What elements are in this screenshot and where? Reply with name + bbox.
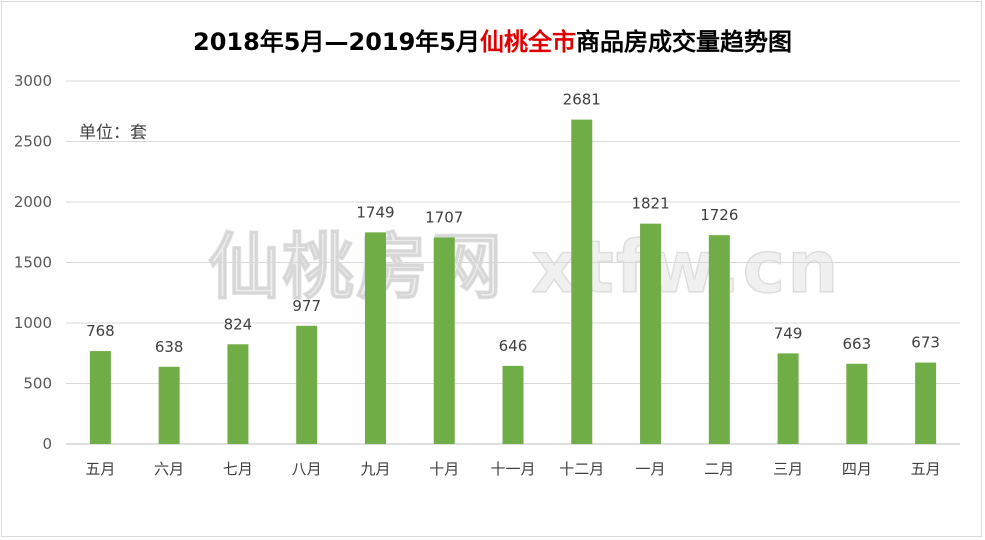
y-tick-label: 1500	[14, 254, 52, 272]
x-tick-label: 四月	[842, 460, 872, 478]
data-label: 768	[86, 322, 115, 340]
data-label: 1821	[631, 195, 669, 213]
data-label: 2681	[563, 91, 601, 109]
bar	[640, 223, 662, 444]
bar	[364, 232, 386, 444]
y-tick-label: 1000	[14, 314, 52, 332]
x-tick-label: 八月	[292, 460, 322, 478]
bar	[89, 351, 111, 444]
x-tick-label: 七月	[223, 460, 253, 478]
x-tick-label: 二月	[704, 460, 734, 478]
x-tick-label: 一月	[636, 460, 666, 478]
bar	[915, 362, 937, 444]
title-subject: 商品房成交量趋势图	[576, 28, 792, 56]
unit-label: 单位：套	[79, 123, 147, 143]
bar	[571, 119, 593, 444]
x-tick-label: 十一月	[490, 460, 535, 478]
chart-title: 2018年5月—2019年5月仙桃全市商品房成交量趋势图	[0, 22, 985, 57]
y-tick-label: 0	[42, 435, 52, 453]
data-label: 749	[774, 324, 803, 342]
x-tick-label: 十月	[429, 460, 459, 478]
bar	[777, 353, 799, 444]
watermark: 仙桃房网 xtfw.cn	[207, 224, 841, 310]
y-tick-label: 3000	[14, 72, 52, 90]
data-label: 646	[499, 337, 528, 355]
x-tick-label: 三月	[773, 460, 803, 478]
x-tick-label: 九月	[360, 460, 390, 478]
bar	[502, 365, 524, 444]
bar	[158, 366, 180, 444]
data-label: 1749	[356, 203, 394, 221]
title-region: 仙桃全市	[480, 28, 576, 56]
data-label: 1707	[425, 208, 463, 226]
x-tick-label: 五月	[911, 460, 941, 478]
bar	[227, 344, 249, 444]
title-date-range: 2018年5月—2019年5月	[193, 28, 480, 56]
bar	[433, 237, 455, 444]
y-tick-label: 500	[23, 375, 52, 393]
bar	[296, 325, 318, 444]
data-label: 638	[155, 338, 184, 356]
data-label: 663	[843, 335, 872, 353]
data-label: 824	[224, 315, 253, 333]
data-label: 673	[911, 334, 940, 352]
bar	[708, 235, 730, 444]
data-label: 977	[292, 297, 321, 315]
x-tick-label: 五月	[85, 460, 115, 478]
data-label: 1726	[700, 206, 738, 224]
x-tick-label: 十二月	[559, 460, 604, 478]
y-tick-label: 2000	[14, 193, 52, 211]
bar	[846, 363, 868, 444]
x-tick-label: 六月	[154, 460, 184, 478]
y-tick-label: 2500	[14, 133, 52, 151]
